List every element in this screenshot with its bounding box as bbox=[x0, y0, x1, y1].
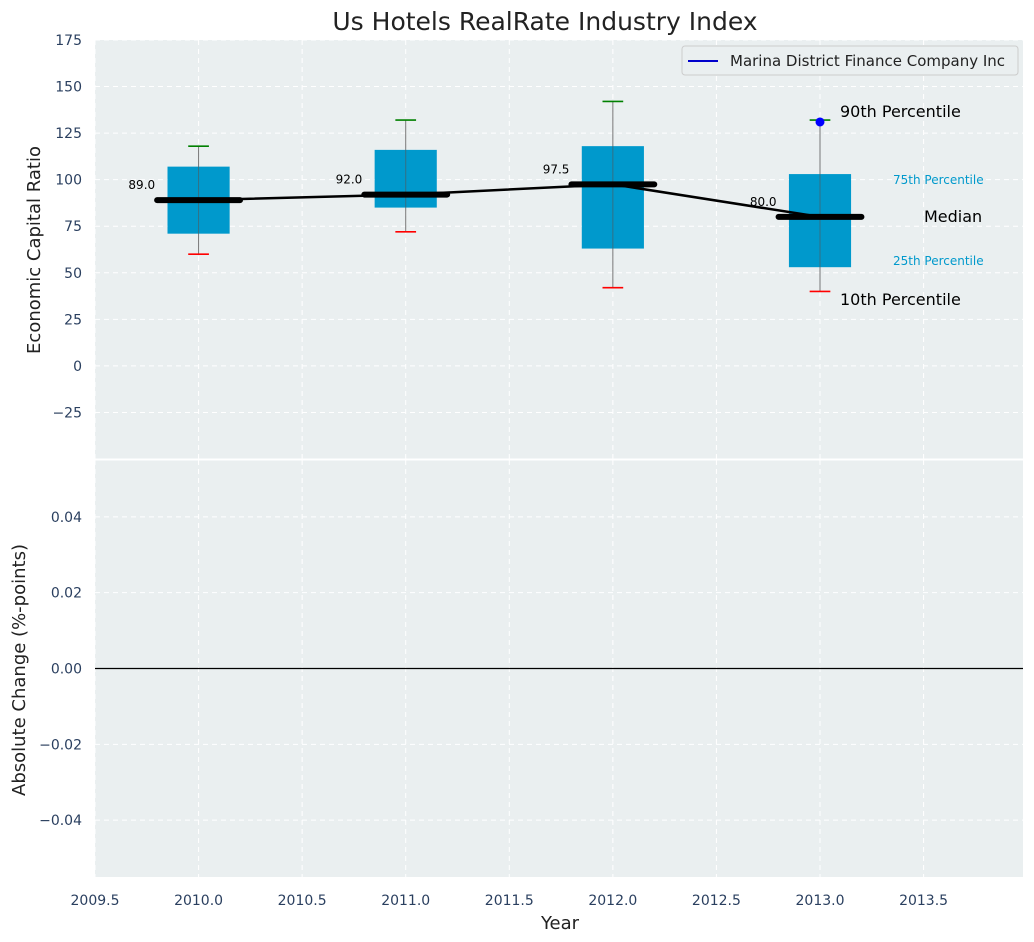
annotation-p90: 90th Percentile bbox=[840, 102, 961, 121]
top-y-tick-label: 175 bbox=[55, 33, 82, 49]
bottom-y-tick-label: 0.04 bbox=[51, 510, 82, 526]
median-value-label: 97.5 bbox=[543, 162, 570, 176]
bottom-y-tick-label: 0.02 bbox=[51, 586, 82, 602]
x-tick-label: 2011.5 bbox=[485, 893, 534, 909]
x-tick-label: 2012.0 bbox=[588, 893, 637, 909]
annotation-median: Median bbox=[924, 207, 982, 226]
legend: Marina District Finance Company Inc bbox=[681, 45, 1019, 76]
top-y-tick-label: 0 bbox=[73, 359, 82, 375]
top-y-tick-label: 150 bbox=[55, 80, 82, 96]
x-tick-label: 2013.5 bbox=[899, 893, 948, 909]
bottom-y-tick-label: −0.02 bbox=[39, 737, 82, 753]
x-tick-label: 2010.5 bbox=[278, 893, 327, 909]
top-y-tick-label: 100 bbox=[55, 173, 82, 189]
bottom-y-axis-label: Absolute Change (%-points) bbox=[9, 544, 30, 796]
legend-box bbox=[681, 45, 1019, 76]
bottom-y-tick-label: −0.04 bbox=[39, 813, 82, 829]
median-value-label: 80.0 bbox=[750, 195, 777, 209]
top-y-tick-label: 25 bbox=[64, 312, 82, 328]
median-value-label: 92.0 bbox=[336, 173, 363, 187]
top-y-tick-label: 125 bbox=[55, 126, 82, 142]
top-plot-area bbox=[95, 40, 1023, 459]
legend-label: Marina District Finance Company Inc bbox=[730, 52, 1005, 70]
x-axis-label: Year bbox=[540, 913, 580, 934]
annotation-p25: 25th Percentile bbox=[893, 254, 984, 268]
x-tick-label: 2012.5 bbox=[692, 893, 741, 909]
x-tick-label: 2013.0 bbox=[796, 893, 845, 909]
median-value-label: 89.0 bbox=[128, 178, 155, 192]
top-y-axis-label: Economic Capital Ratio bbox=[24, 146, 45, 354]
top-y-tick-label: 75 bbox=[64, 219, 82, 235]
tick-labels: 2009.5 2010.0 2010.5 2011.0 2011.5 2012.0 2012… bbox=[39, 33, 948, 909]
x-tick-label: 2010.0 bbox=[174, 893, 223, 909]
x-tick-label: 2009.5 bbox=[71, 893, 120, 909]
bottom-y-tick-label: 0.00 bbox=[51, 662, 82, 678]
annotation-p10: 10th Percentile bbox=[840, 290, 961, 309]
chart-marks: 89.0 92.0 97.5 80.0 bbox=[95, 100, 1023, 670]
x-tick-label: 2011.0 bbox=[381, 893, 430, 909]
chart-title: Us Hotels RealRate Industry Index bbox=[332, 7, 757, 36]
top-y-tick-label: −25 bbox=[52, 405, 82, 421]
annotation-p75: 75th Percentile bbox=[893, 173, 984, 187]
top-y-tick-label: 50 bbox=[64, 266, 82, 282]
company-point bbox=[815, 117, 825, 127]
median-trend-line bbox=[198, 183, 821, 219]
